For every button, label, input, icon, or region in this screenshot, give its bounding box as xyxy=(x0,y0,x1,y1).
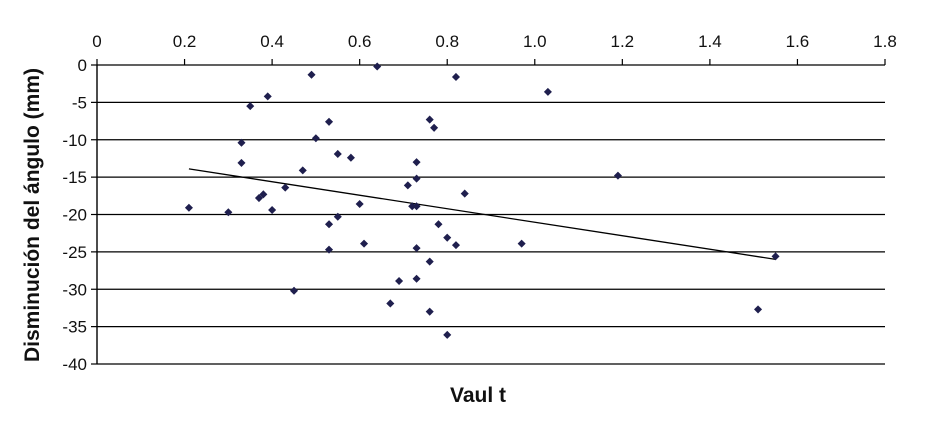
trendline xyxy=(188,168,776,260)
x-tick-label: 1.2 xyxy=(611,32,635,51)
data-point xyxy=(224,208,233,217)
data-point xyxy=(460,189,469,198)
y-tick-label: -25 xyxy=(62,243,87,262)
data-point xyxy=(412,244,421,253)
data-point xyxy=(246,102,255,111)
data-point xyxy=(451,72,461,81)
data-point xyxy=(373,62,382,71)
data-point xyxy=(412,174,421,183)
x-tick-label: 1.4 xyxy=(698,32,722,51)
y-tick-label: -30 xyxy=(62,280,87,299)
x-tick-labels: 0 0.2 0.4 0.6 0.8 1.0 1.2 1.4 1.6 1.8 xyxy=(92,32,897,51)
y-axis-title: Disminución del ángulo (mm) xyxy=(21,68,44,362)
data-point xyxy=(263,92,272,101)
y-tick-labels: 0 -5 -10 -15 -20 -25 -30 -35 -40 xyxy=(62,56,87,374)
data-point xyxy=(311,134,320,143)
x-tick-label: 1.6 xyxy=(786,32,810,51)
y-tick-label: -15 xyxy=(62,168,87,187)
data-point xyxy=(324,245,334,254)
data-point xyxy=(754,305,763,314)
data-point xyxy=(430,123,439,132)
x-tick-label: 0.2 xyxy=(173,32,197,51)
data-point xyxy=(425,115,434,124)
data-point xyxy=(395,277,404,286)
x-tick-label: 0.4 xyxy=(260,32,284,51)
data-point xyxy=(259,190,268,199)
axes xyxy=(91,59,886,365)
data-point xyxy=(386,299,395,308)
data-point xyxy=(613,171,622,180)
data-point xyxy=(333,212,342,221)
data-point xyxy=(307,70,316,79)
y-tick-label: -5 xyxy=(72,93,87,112)
data-point xyxy=(771,252,780,261)
y-tick-label: -20 xyxy=(62,206,87,225)
x-tick-label: 0 xyxy=(92,32,101,51)
y-tick-label: -10 xyxy=(62,131,87,150)
data-point xyxy=(403,181,412,190)
data-point xyxy=(434,220,443,229)
data-point xyxy=(355,200,364,209)
data-point xyxy=(443,330,452,339)
x-tick-label: 1.8 xyxy=(873,32,897,51)
data-point xyxy=(281,183,290,192)
data-point xyxy=(412,274,421,283)
gridlines xyxy=(97,64,885,365)
x-tick-label: 0.8 xyxy=(435,32,459,51)
data-point xyxy=(324,117,334,126)
data-point xyxy=(237,138,246,147)
data-point xyxy=(324,220,334,229)
data-point xyxy=(443,233,452,242)
y-tick-label: 0 xyxy=(78,56,87,75)
trendline-layer xyxy=(188,168,776,260)
x-axis-title: Vaul t xyxy=(450,384,506,407)
y-tick-label: -35 xyxy=(62,318,87,337)
data-point xyxy=(268,205,277,215)
y-tick-label: -40 xyxy=(62,355,87,374)
data-point xyxy=(412,202,421,211)
x-tick-label: 1.0 xyxy=(523,32,547,51)
data-point xyxy=(543,87,552,96)
data-point xyxy=(333,149,342,158)
data-point xyxy=(360,239,369,248)
data-point xyxy=(517,239,526,248)
data-point xyxy=(425,257,434,266)
data-point xyxy=(289,286,299,295)
data-point xyxy=(298,166,307,175)
data-point xyxy=(184,203,193,212)
data-point xyxy=(346,153,355,162)
data-point xyxy=(451,241,461,250)
data-point xyxy=(425,307,434,316)
data-point xyxy=(237,158,246,167)
data-point xyxy=(254,194,264,203)
data-points xyxy=(184,62,780,339)
x-tick-label: 0.6 xyxy=(348,32,372,51)
data-point xyxy=(412,158,421,167)
